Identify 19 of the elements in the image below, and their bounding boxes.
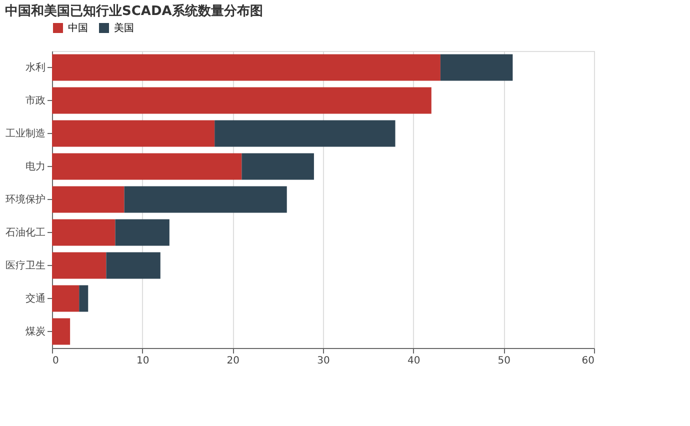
y-tick-label: 煤炭 — [26, 326, 46, 338]
x-tick-label: 20 — [226, 356, 240, 366]
x-tick-label: 50 — [498, 356, 511, 366]
y-tick-label: 水利 — [26, 62, 46, 74]
y-tick-label: 电力 — [26, 160, 46, 172]
y-tick-label: 医疗卫生 — [6, 260, 46, 272]
y-tick-label: 环境保护 — [6, 194, 46, 206]
x-tick-label: 0 — [52, 356, 59, 366]
legend-label: 中国 — [68, 22, 88, 34]
y-tick-label: 交通 — [26, 292, 46, 304]
legend-label: 美国 — [114, 22, 134, 34]
y-tick-label: 石油化工 — [6, 226, 46, 238]
x-tick-label: 30 — [317, 356, 330, 366]
x-tick-label: 40 — [407, 356, 420, 366]
y-tick-label: 工业制造 — [6, 128, 46, 140]
chart-title: 中国和美国已知行业SCADA系统数量分布图 — [5, 3, 263, 19]
y-tick-label: 市政 — [26, 94, 46, 106]
x-tick-label: 60 — [582, 356, 594, 366]
x-tick-label: 10 — [136, 356, 150, 366]
